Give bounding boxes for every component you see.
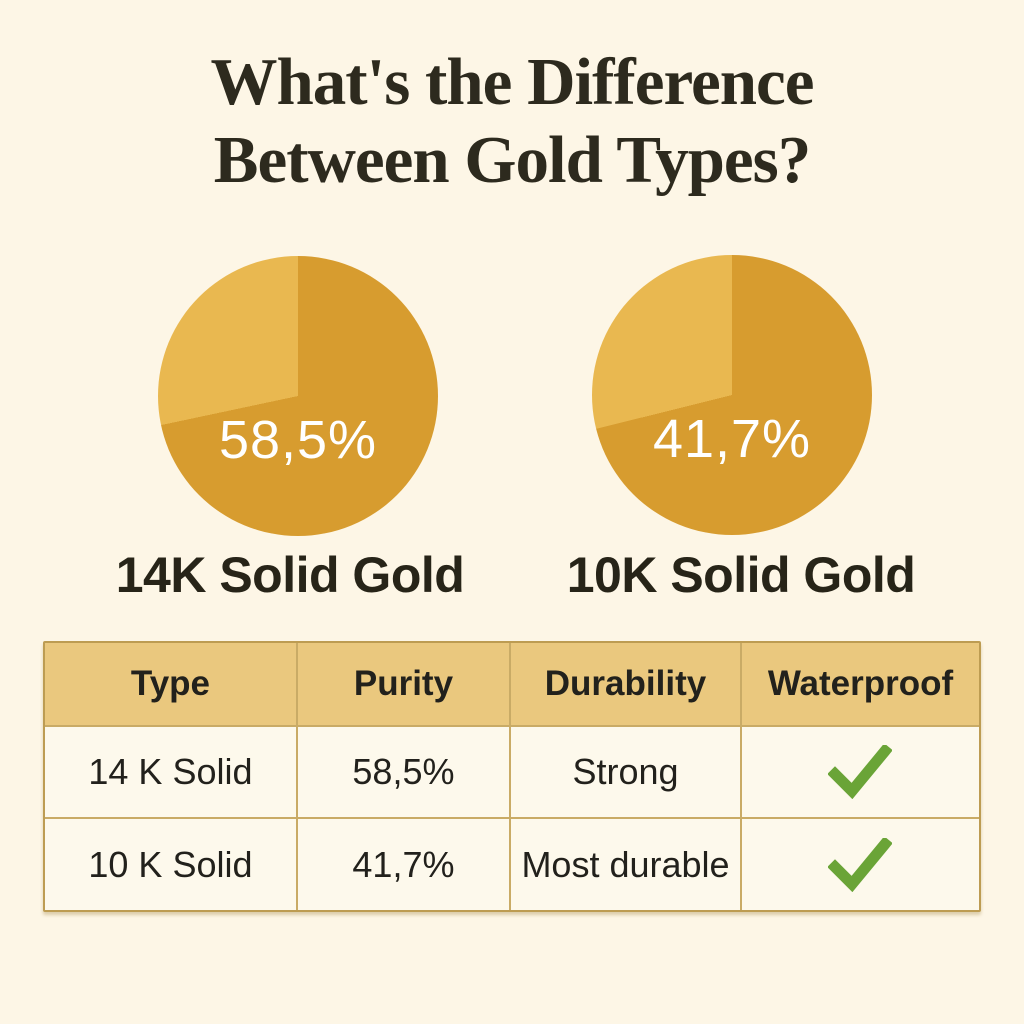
table-cell-10k-waterproof [742, 819, 979, 910]
table-cell-10k-type: 10 K Solid [45, 819, 298, 910]
table-cell-14k-durability: Strong [511, 727, 742, 819]
table-header-durability: Durability [511, 643, 742, 727]
table-cell-14k-purity: 58,5% [297, 727, 511, 819]
comparison-table: Type Purity Durability Waterproof 14 K S… [43, 641, 981, 912]
checkmark-icon [828, 837, 893, 892]
table-cell-10k-durability: Most durable [511, 819, 742, 910]
page-title-line1: What's the Difference [210, 45, 815, 119]
pie-value-label-10k: 41,7% [652, 409, 812, 469]
table-cell-14k-type: 14 K Solid [45, 727, 298, 819]
page-title-line2: Between Gold Types? [213, 122, 811, 197]
table-header-purity: Purity [297, 643, 511, 727]
table-cell-14k-waterproof [742, 727, 979, 819]
checkmark-icon [828, 745, 893, 799]
page-title: What's the Difference Between Gold Types… [0, 44, 1024, 199]
pie-caption-10k: 10K Solid Gold [566, 547, 916, 603]
table-cell-10k-purity: 41,7% [297, 819, 511, 910]
pie-caption-14k: 14K Solid Gold [115, 547, 465, 603]
pie-chart-10k: 41,7% [592, 255, 872, 535]
pie-value-label-14k: 58,5% [218, 410, 378, 470]
pie-chart-14k: 58,5% [158, 256, 438, 536]
table-header-type: Type [45, 643, 298, 727]
table-header-waterproof: Waterproof [742, 643, 979, 727]
